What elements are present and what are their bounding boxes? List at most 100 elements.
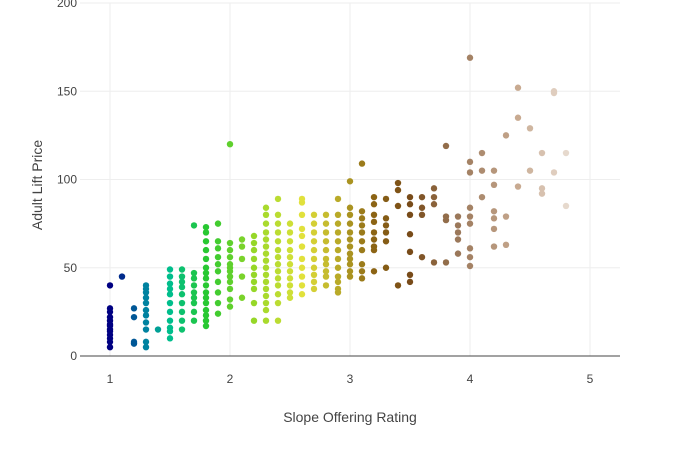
scatter-point [166, 324, 174, 331]
scatter-point [190, 222, 198, 229]
scatter-point [130, 305, 138, 312]
scatter-point [226, 296, 234, 303]
scatter-point [142, 294, 150, 301]
scatter-point [310, 220, 318, 227]
scatter-point [358, 160, 366, 167]
scatter-point [382, 238, 390, 245]
scatter-point [382, 229, 390, 236]
scatter-point [430, 193, 438, 201]
scatter-point [346, 220, 354, 227]
scatter-point [310, 238, 318, 245]
scatter-point [166, 273, 174, 280]
scatter-point [214, 278, 222, 286]
scatter-point [298, 264, 306, 271]
scatter-point [430, 185, 438, 192]
scatter-point [214, 299, 222, 307]
scatter-point [142, 306, 150, 314]
scatter-point [334, 238, 342, 245]
scatter-point [274, 253, 282, 261]
scatter-point [310, 255, 318, 263]
scatter-point [370, 268, 378, 275]
scatter-point [406, 231, 414, 238]
scatter-point [346, 178, 354, 185]
scatter-point [166, 335, 174, 342]
scatter-point [190, 282, 198, 289]
scatter-point [274, 261, 282, 268]
scatter-point [406, 193, 414, 201]
scatter-point [514, 84, 522, 91]
scatter-point [466, 245, 474, 252]
scatter-point [310, 246, 318, 254]
scatter-point [322, 255, 330, 263]
scatter-point [262, 285, 270, 293]
scatter-point [370, 243, 378, 250]
scatter-point [358, 229, 366, 236]
scatter-point [466, 204, 474, 211]
scatter-point [346, 211, 354, 218]
scatter-point [250, 285, 258, 293]
scatter-point [214, 220, 222, 227]
scatter-point [334, 273, 342, 280]
scatter-point [274, 275, 282, 282]
scatter-point [166, 299, 174, 307]
scatter-point [382, 215, 390, 222]
scatter-point [142, 343, 150, 351]
scatter-point [226, 285, 234, 293]
scatter-point [262, 278, 270, 286]
scatter-point [442, 142, 450, 150]
scatter-point [262, 204, 270, 211]
scatter-point [406, 278, 414, 286]
scatter-point [322, 261, 330, 268]
scatter-point [466, 169, 474, 176]
scatter-point [286, 246, 294, 254]
scatter-point [466, 54, 474, 61]
scatter-point [538, 190, 546, 197]
scatter-point [286, 282, 294, 289]
scatter-point [334, 285, 342, 293]
x-tick-label: 4 [467, 372, 474, 386]
scatter-point [334, 211, 342, 218]
scatter-point [274, 246, 282, 254]
scatter-point [334, 220, 342, 227]
scatter-point [202, 299, 210, 307]
scatter-point [262, 211, 270, 218]
scatter-point [214, 289, 222, 296]
scatter-point [274, 229, 282, 236]
scatter-point [490, 215, 498, 222]
scatter-point [262, 264, 270, 271]
scatter-point [466, 158, 474, 166]
scatter-point [190, 269, 198, 277]
scatter-point [286, 294, 294, 301]
scatter-point [286, 220, 294, 227]
scatter-point [190, 317, 198, 324]
y-tick-label: 50 [64, 261, 78, 275]
scatter-point [322, 273, 330, 280]
scatter-point [382, 195, 390, 203]
scatter-point [226, 278, 234, 286]
scatter-point [334, 229, 342, 236]
scatter-point [262, 243, 270, 250]
scatter-point [214, 310, 222, 317]
scatter-point [322, 238, 330, 245]
scatter-point [298, 232, 306, 240]
scatter-point [286, 229, 294, 236]
scatter-point [190, 289, 198, 296]
scatter-point [478, 167, 486, 174]
scatter-point [346, 268, 354, 275]
scatter-point [202, 264, 210, 271]
scatter-point [274, 195, 282, 203]
scatter-point [466, 253, 474, 261]
scatter-point [358, 222, 366, 229]
scatter-point [310, 264, 318, 271]
scatter-point [178, 291, 186, 298]
scatter-point [346, 250, 354, 257]
scatter-point [106, 313, 114, 321]
scatter-point [214, 253, 222, 261]
scatter-point [562, 149, 570, 157]
scatter-point [346, 273, 354, 280]
scatter-point [274, 299, 282, 307]
scatter-point [538, 185, 546, 192]
scatter-point [526, 125, 534, 132]
scatter-point [214, 268, 222, 275]
